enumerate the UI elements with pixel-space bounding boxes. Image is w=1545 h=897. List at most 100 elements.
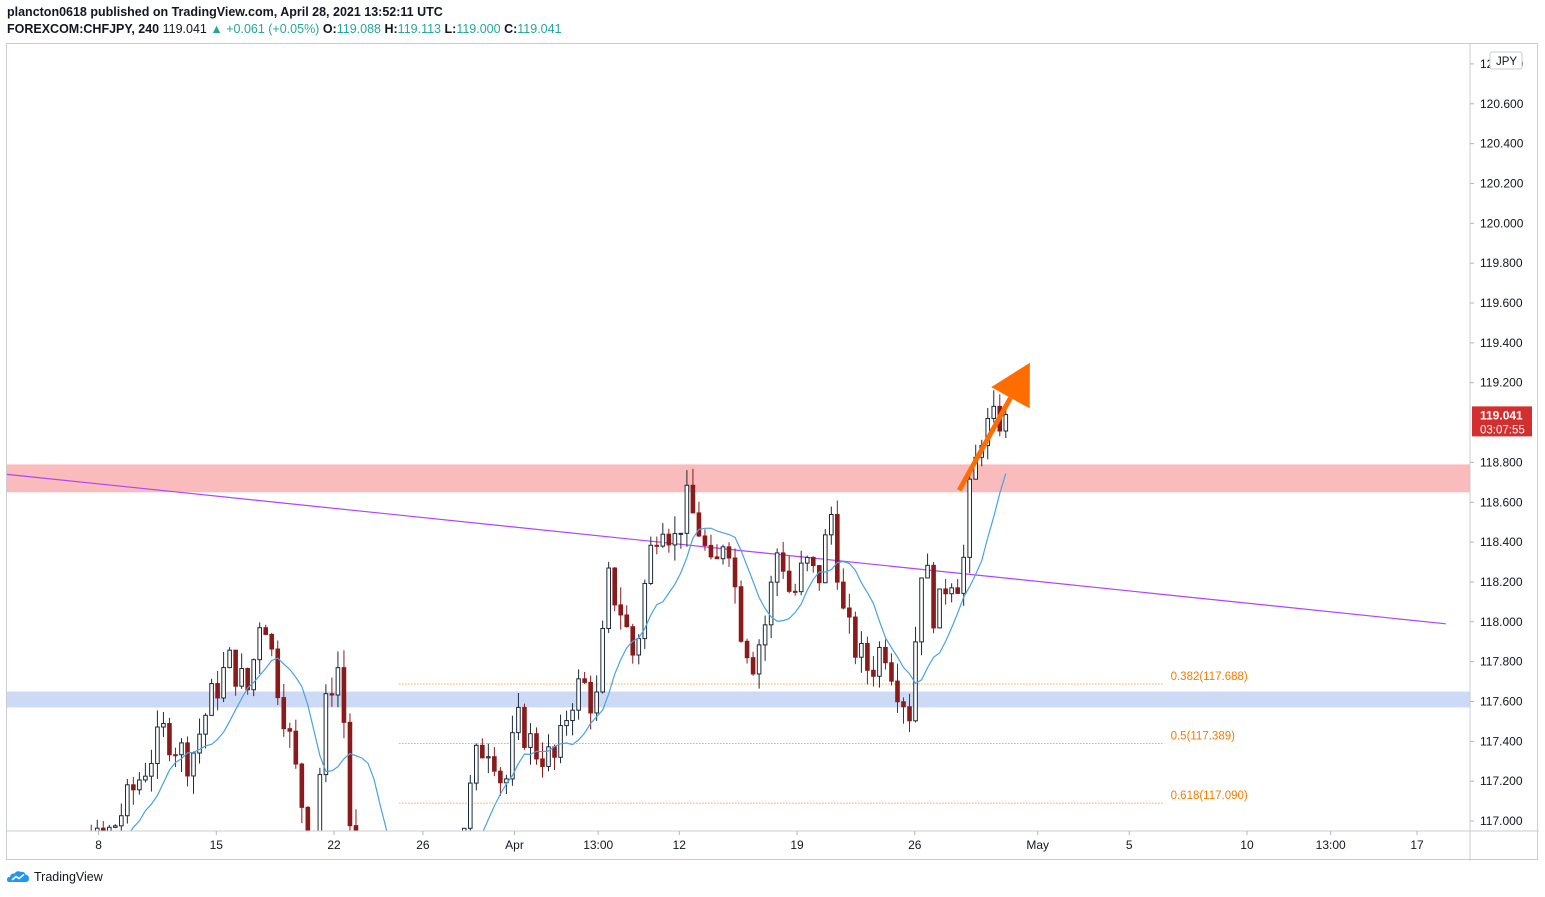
publisher-text: plancton0618 published on TradingView.co… [7, 5, 443, 19]
candle-body [853, 616, 858, 658]
candle-body [937, 588, 942, 629]
candle-body [955, 587, 960, 594]
candle-body [215, 683, 220, 699]
candle-body [245, 668, 250, 691]
tradingview-logo[interactable]: TradingView [7, 870, 103, 884]
x-tick-label: 26 [416, 838, 430, 852]
support-zone [7, 691, 1470, 708]
currency-badge [1489, 51, 1523, 70]
candle-body [65, 859, 69, 861]
y-tick-label: 118.800 [1480, 455, 1523, 469]
candle-body [71, 843, 75, 859]
candle-body [546, 746, 551, 767]
current-price-label: 119.041 [1480, 408, 1523, 422]
currency-label: JPY [1496, 56, 1517, 68]
candle-body [293, 730, 299, 765]
candle-body [871, 669, 876, 677]
x-tick-label: 19 [790, 838, 804, 852]
close-value: 119.041 [517, 22, 562, 36]
y-tick-label: 119.400 [1480, 336, 1523, 350]
candle-body [461, 827, 467, 831]
low-value: 119.000 [456, 22, 501, 36]
x-tick-label: 8 [95, 838, 102, 852]
candle-body [732, 557, 738, 588]
candle-body [576, 678, 581, 711]
candle-body [221, 667, 226, 699]
candle-body [263, 627, 269, 635]
candle-body [311, 830, 317, 831]
candle-body [895, 680, 900, 703]
candle-body [696, 512, 702, 537]
candle-body [113, 825, 118, 828]
countdown-label: 03:07:55 [1480, 424, 1525, 436]
y-tick-label: 119.200 [1480, 376, 1523, 390]
candle-body [305, 806, 311, 831]
candle-body [756, 644, 762, 675]
candle-body [907, 706, 912, 722]
y-tick-label: 118.400 [1480, 535, 1523, 549]
current-price-tag [1472, 406, 1532, 437]
candle-body [594, 691, 599, 714]
candle-body [323, 693, 329, 776]
open-value: 119.088 [336, 22, 381, 36]
candle-body [949, 587, 954, 595]
price-change: +0.061 (+0.05%) [226, 22, 320, 36]
candle-body [161, 723, 166, 728]
candle-body [149, 763, 154, 777]
candle-body [510, 732, 515, 780]
candle-body [552, 746, 557, 758]
candle-body [257, 627, 263, 661]
tradingview-cloud-icon [7, 871, 29, 882]
candle-body [480, 744, 485, 759]
x-tick-label: 5 [1126, 838, 1133, 852]
candle-body [967, 478, 972, 558]
chart-frame[interactable]: 0.382(117.688) 0.5(117.389) 0.618(117.090)… [6, 43, 1539, 861]
candle-body [624, 614, 630, 628]
candle-body [167, 723, 172, 756]
y-tick-label: 118.200 [1480, 575, 1523, 589]
candle-body [353, 825, 359, 831]
candle-body [540, 758, 545, 767]
plot-area [7, 362, 1470, 861]
candle-body [329, 693, 335, 696]
x-tick-label: 10 [1240, 838, 1254, 852]
candle-body [83, 841, 87, 854]
candle-body [317, 774, 323, 831]
candle-body [106, 826, 112, 831]
candle-body [889, 662, 894, 682]
candle-body [335, 667, 341, 696]
candle-body [467, 782, 473, 829]
price-chart[interactable]: 0.382(117.688) 0.5(117.389) 0.618(117.090)… [7, 44, 1539, 861]
publisher-line: plancton0618 published on TradingView.co… [7, 5, 443, 19]
candle-body [486, 756, 491, 759]
candle-body [564, 720, 569, 727]
candle-body [131, 784, 136, 791]
high-value: 119.113 [397, 22, 442, 36]
candle-body [600, 627, 605, 693]
candle-body [492, 756, 497, 772]
candle-body [582, 678, 587, 683]
candle-body [287, 728, 293, 732]
candle-body [347, 721, 353, 827]
candle-body [173, 754, 178, 757]
candle-body [474, 744, 479, 784]
y-tick-label: 117.200 [1480, 774, 1523, 788]
candle-body [209, 683, 214, 716]
candle-body [666, 533, 672, 546]
candle-body [94, 827, 100, 831]
candle-body [191, 752, 196, 777]
symbol-name[interactable]: FOREXCOM:CHFJPY, 240 [7, 22, 160, 36]
candle-body [648, 544, 654, 584]
candle-body [702, 535, 708, 546]
fib-label: 0.5(117.389) [1171, 731, 1236, 743]
candle-body [726, 546, 732, 559]
candle-body [883, 646, 888, 664]
candle-body [125, 784, 130, 817]
candle-body [299, 763, 305, 808]
candle-body [780, 552, 786, 572]
candle-body [835, 514, 840, 583]
y-tick-label: 120.000 [1480, 216, 1524, 230]
symbol-line: FOREXCOM:CHFJPY, 240 119.041 ▲ +0.061 (+… [7, 22, 562, 36]
candle-body [618, 604, 624, 616]
candle-body [684, 484, 690, 534]
